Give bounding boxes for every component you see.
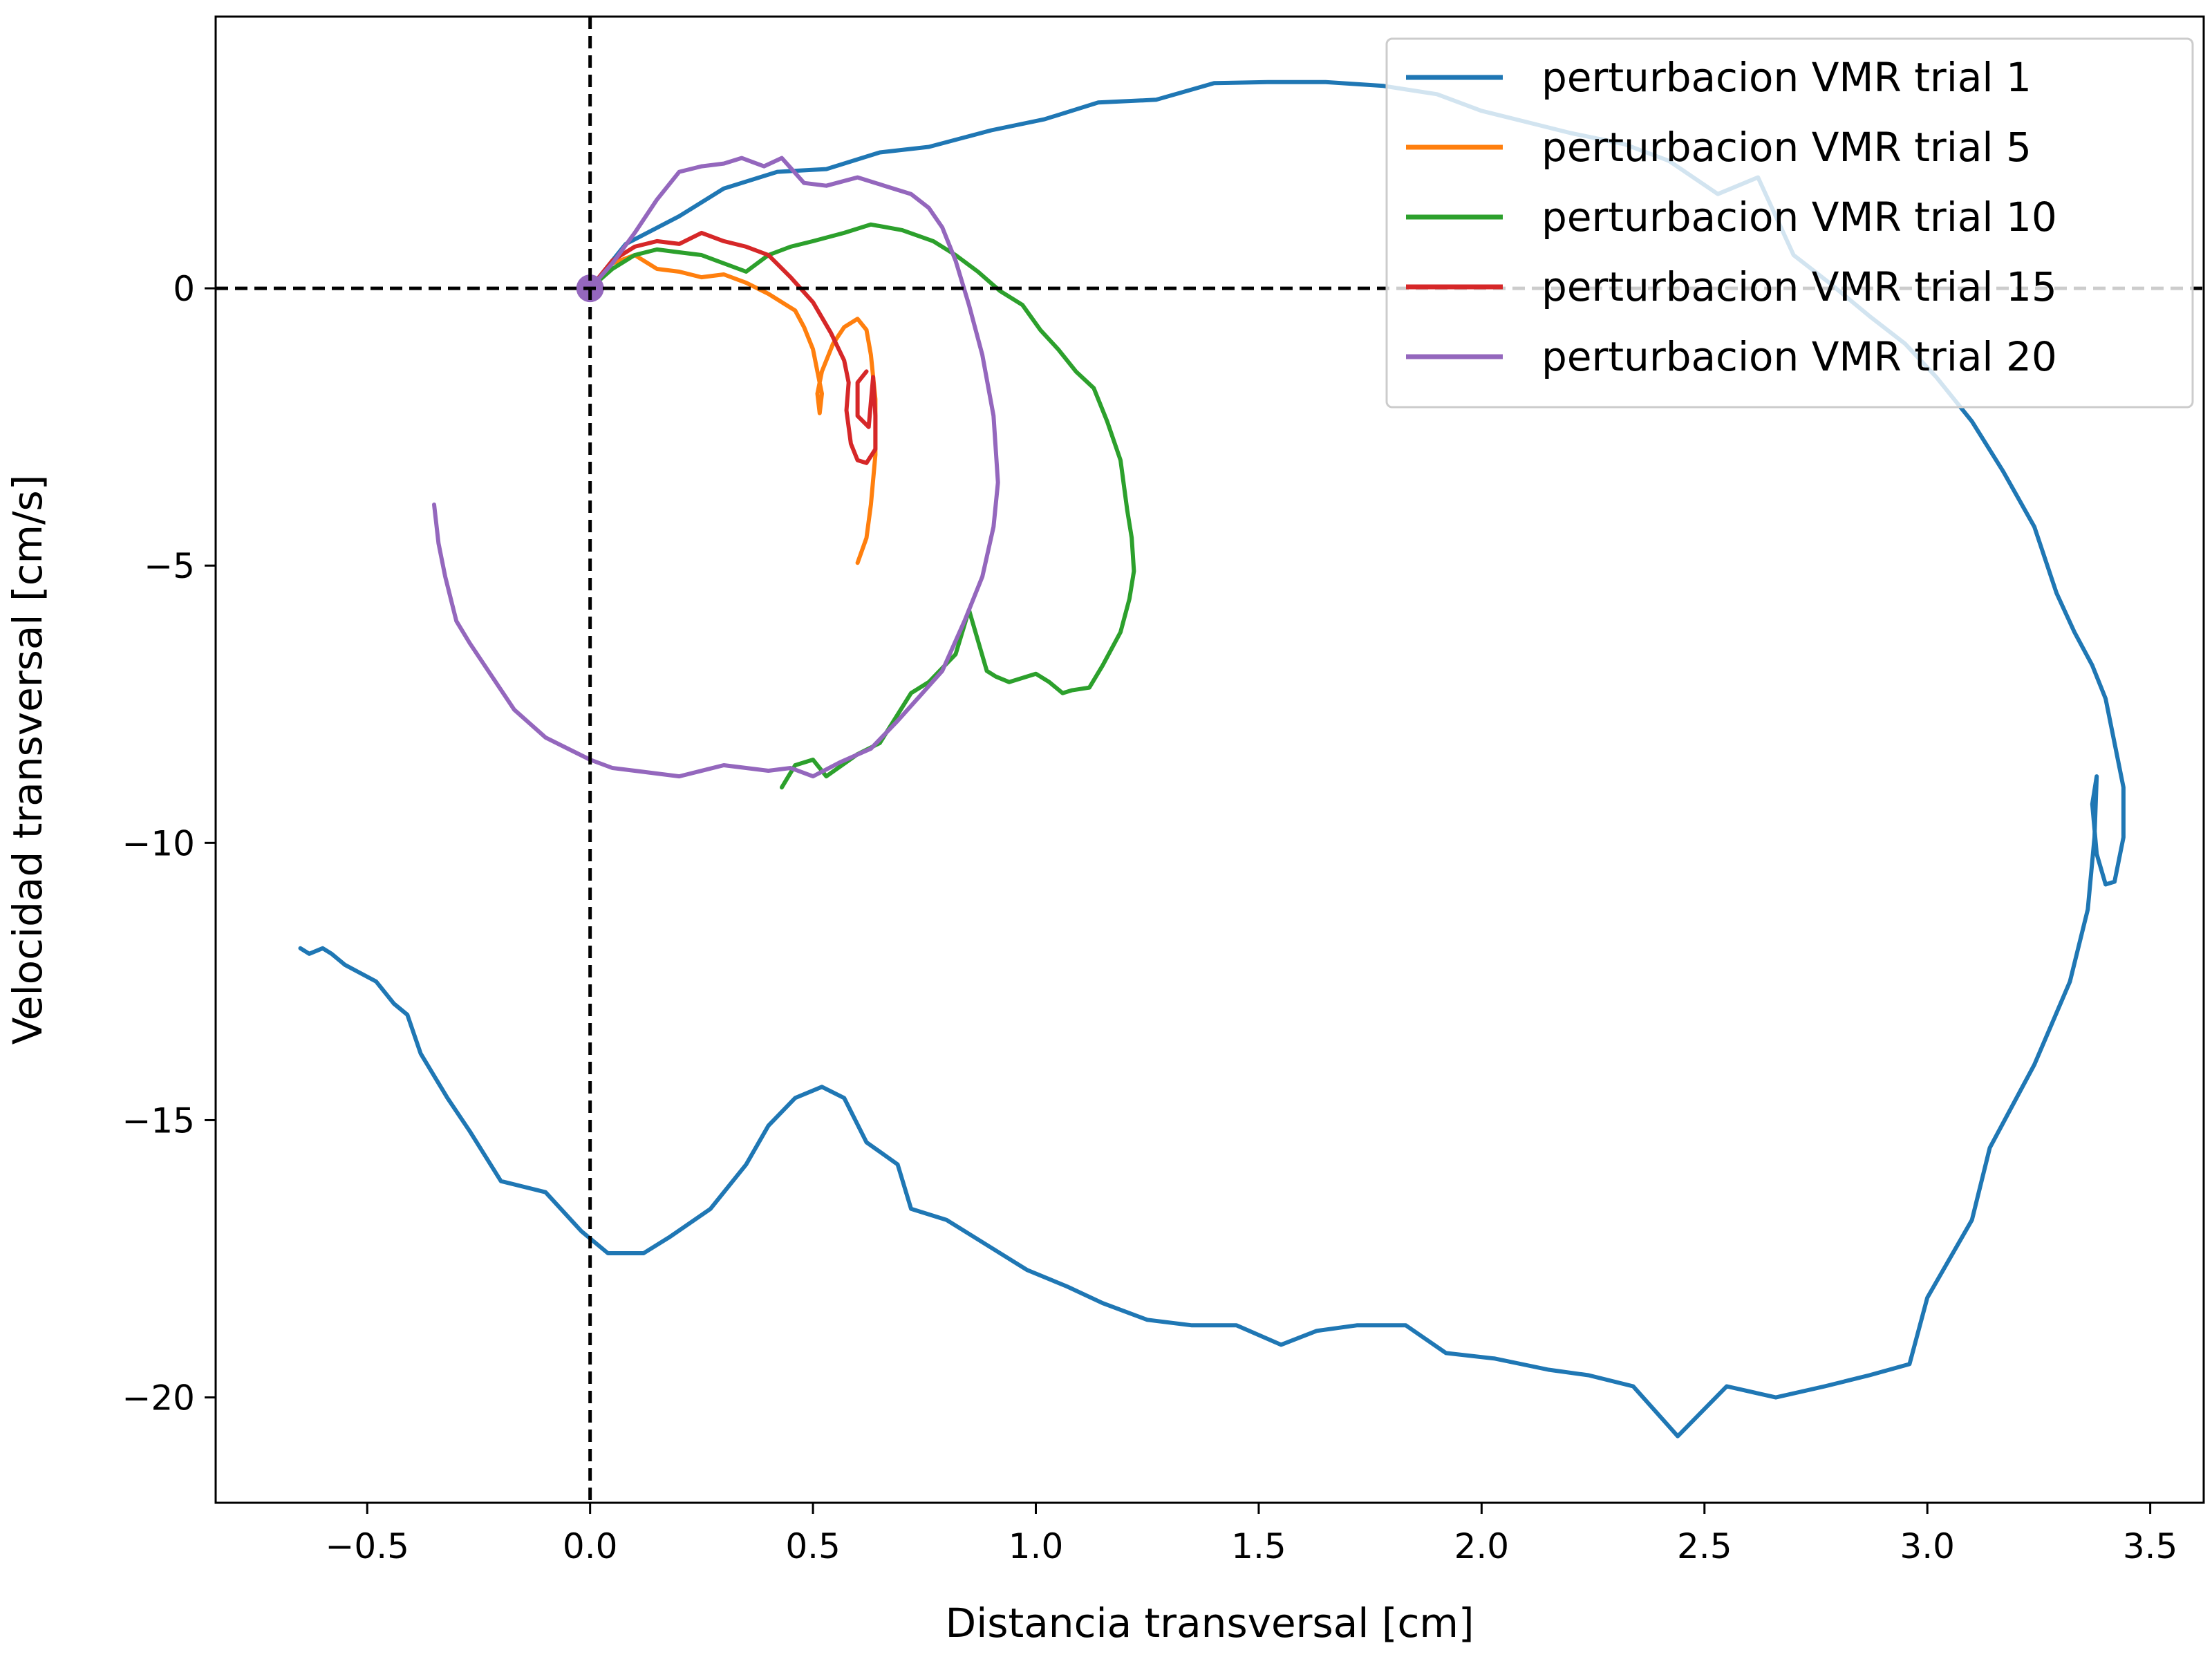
- plot-area-frame: [214, 15, 2205, 1504]
- x-tick-label: 1.0: [1009, 1526, 1064, 1566]
- x-tick-label: 0.0: [563, 1526, 618, 1566]
- y-tick-label: −15: [122, 1100, 195, 1141]
- series-line-trial-3: [588, 222, 1136, 790]
- legend: perturbacion VMR trial 1 perturbacion VMR…: [1385, 37, 2194, 409]
- legend-entry-label: perturbacion VMR trial 10: [1541, 194, 2057, 241]
- legend-entry-label: perturbacion VMR trial 5: [1541, 124, 2032, 171]
- x-tick-label: 3.5: [2123, 1526, 2178, 1566]
- x-axis-label: Distancia transversal [cm]: [946, 1600, 1474, 1647]
- x-tick-label: 2.5: [1677, 1526, 1732, 1566]
- y-axis-label: Velocidad transversal [cm/s]: [4, 475, 51, 1045]
- y-tick-label: −10: [122, 823, 195, 863]
- y-tick-label: −5: [144, 546, 195, 586]
- legend-box: [1385, 37, 2194, 409]
- y-tick-label: 0: [173, 269, 195, 309]
- legend-entry-label: perturbacion VMR trial 1: [1541, 54, 2032, 101]
- x-tick-label: −0.5: [326, 1526, 409, 1566]
- y-tick-label: −20: [122, 1378, 195, 1418]
- legend-entry-label: perturbacion VMR trial 20: [1541, 333, 2057, 380]
- legend-entry-label: perturbacion VMR trial 15: [1541, 263, 2057, 310]
- x-tick-label: 0.5: [785, 1526, 841, 1566]
- x-tick-label: 3.0: [1900, 1526, 1955, 1566]
- x-tick-label: 2.0: [1454, 1526, 1510, 1566]
- series-line-trial-4: [588, 230, 878, 465]
- series-line-trial-5: [432, 156, 1000, 779]
- x-tick-label: 1.5: [1231, 1526, 1286, 1566]
